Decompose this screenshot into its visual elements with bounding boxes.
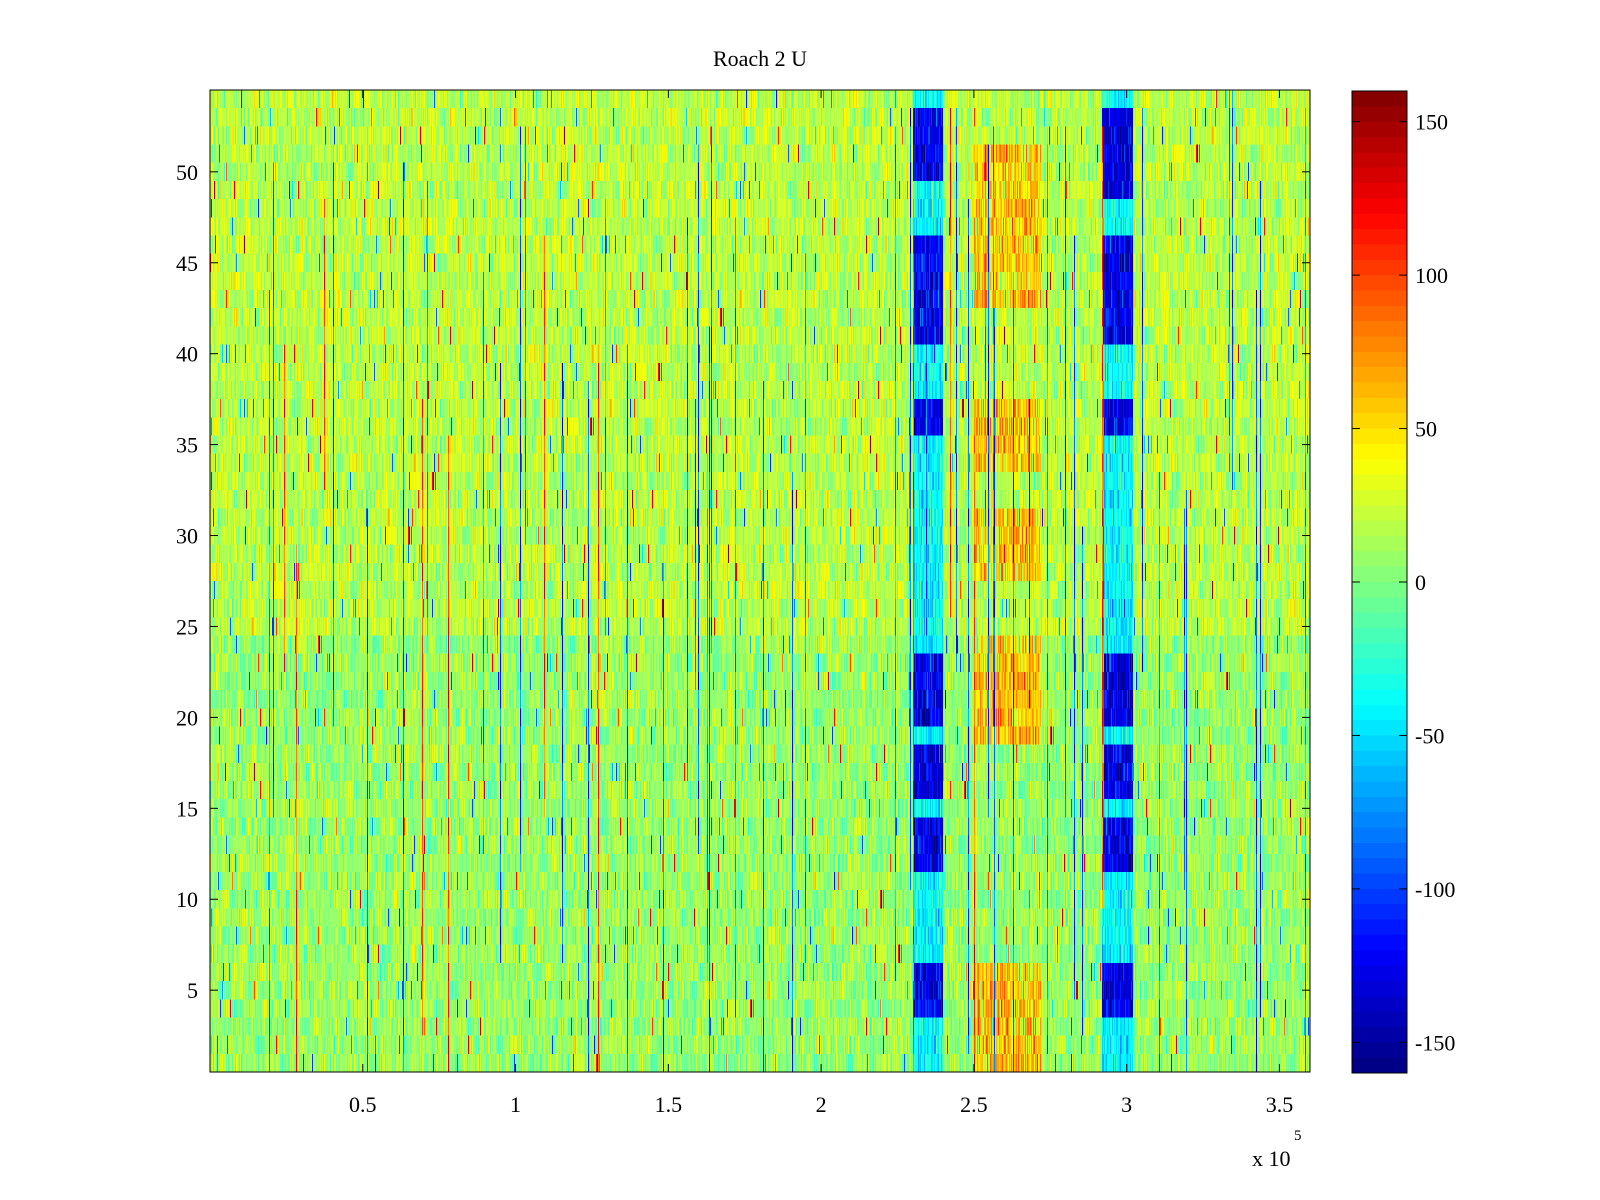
y-axis: 5 10 15 20 25 30 35 40 45 50 xyxy=(176,160,1310,1003)
x-exponent-power: 5 xyxy=(1294,1128,1302,1144)
x-tick-label: 2 xyxy=(816,1092,827,1117)
colorbar-tick-label: -50 xyxy=(1415,723,1444,748)
x-tick-label: 0.5 xyxy=(349,1092,377,1117)
y-tick-label: 25 xyxy=(176,614,198,639)
heatmap-image xyxy=(210,90,1310,1072)
y-tick-label: 40 xyxy=(176,342,198,367)
colorbar-tick-label: 50 xyxy=(1415,417,1437,442)
colorbar-tick-label: 100 xyxy=(1415,263,1448,288)
colorbar-tick-label: -150 xyxy=(1415,1030,1455,1055)
x-tick-label: 1 xyxy=(510,1092,521,1117)
y-tick-label: 45 xyxy=(176,251,198,276)
colorbar: 150 100 50 0 -50 -100 -150 xyxy=(1351,90,1455,1074)
y-tick-label: 35 xyxy=(176,433,198,458)
plot-frame xyxy=(209,89,1311,1073)
y-tick-label: 5 xyxy=(187,978,198,1003)
x-axis: 0.5 1 1.5 2 2.5 3 3.5 xyxy=(349,90,1293,1117)
x-tick-label: 2.5 xyxy=(960,1092,988,1117)
x-tick-label: 1.5 xyxy=(655,1092,683,1117)
x-axis-exponent: x 10 5 xyxy=(1252,1128,1302,1171)
colorbar-tick-label: 0 xyxy=(1415,570,1426,595)
colorbar-ticks: 150 100 50 0 -50 -100 -150 xyxy=(1352,110,1455,1055)
x-tick-label: 3 xyxy=(1121,1092,1132,1117)
colorbar-gradient xyxy=(1352,91,1407,1073)
y-tick-label: 10 xyxy=(176,887,198,912)
y-tick-label: 30 xyxy=(176,524,198,549)
y-tick-label: 15 xyxy=(176,796,198,821)
plot-area xyxy=(209,89,1311,1073)
chart-title: Roach 2 U xyxy=(713,46,807,71)
y-tick-label: 50 xyxy=(176,160,198,185)
y-tick-label: 20 xyxy=(176,705,198,730)
colorbar-tick-label: -100 xyxy=(1415,877,1455,902)
x-tick-label: 3.5 xyxy=(1266,1092,1294,1117)
colorbar-tick-label: 150 xyxy=(1415,110,1448,135)
x-exponent-base: x 10 xyxy=(1252,1146,1291,1171)
